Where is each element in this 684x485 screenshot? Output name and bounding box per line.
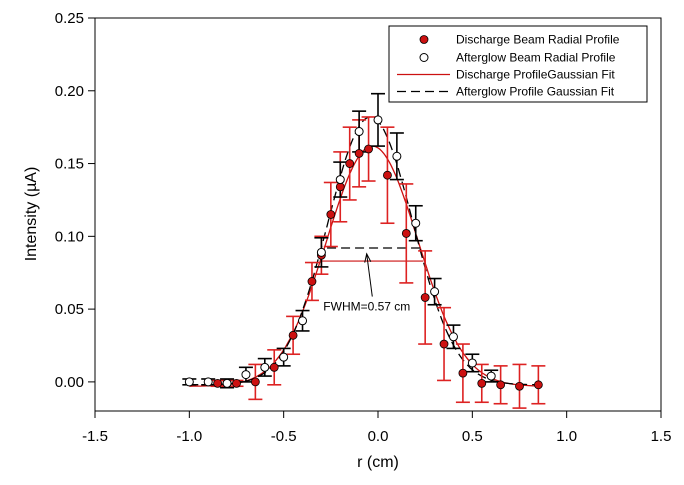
discharge-point xyxy=(269,362,279,372)
legend-label-discharge: Discharge Beam Radial Profile xyxy=(456,33,620,47)
annotation-arrow-shaft xyxy=(366,253,373,297)
afterglow-point xyxy=(467,358,477,368)
x-tick-label: 1.5 xyxy=(651,428,672,445)
fwhm-annotation-label: FWHM=0.57 cm xyxy=(323,300,410,314)
annotations: FWHM=0.57 cm xyxy=(323,252,410,314)
legend: Discharge Beam Radial Profile Afterglow … xyxy=(388,25,648,103)
afterglow-point xyxy=(222,378,232,388)
data-points xyxy=(184,115,543,391)
y-tick-label: 0.10 xyxy=(55,228,84,245)
afterglow-point xyxy=(392,151,402,161)
afterglow-point xyxy=(354,127,364,137)
legend-label-discharge-fit: Discharge ProfileGaussian Fit xyxy=(456,68,615,82)
discharge-point xyxy=(439,339,449,349)
x-tick-label: -1.5 xyxy=(82,428,108,445)
discharge-point xyxy=(345,159,355,168)
discharge-point xyxy=(458,368,468,378)
x-tick-label: -1.0 xyxy=(176,428,202,445)
x-tick-label: 1.0 xyxy=(556,428,577,445)
x-tick-label: -0.5 xyxy=(271,428,297,445)
afterglow-point xyxy=(203,377,213,387)
discharge-point xyxy=(232,378,241,388)
afterglow-point xyxy=(411,218,421,228)
discharge-point xyxy=(364,144,373,154)
discharge-point xyxy=(250,377,260,387)
afterglow-point xyxy=(279,352,289,362)
legend-marker-afterglow xyxy=(419,53,429,62)
discharge-point xyxy=(213,378,223,388)
discharge-point xyxy=(326,210,336,219)
legend-label-afterglow: Afterglow Beam Radial Profile xyxy=(456,51,616,65)
legend-label-afterglow-fit: Afterglow Profile Gaussian Fit xyxy=(456,85,615,99)
afterglow-point xyxy=(430,287,440,297)
afterglow-point xyxy=(241,370,251,380)
legend-marker-discharge xyxy=(419,35,429,44)
y-tick-label: 0.00 xyxy=(55,374,84,391)
y-tick-label: 0.20 xyxy=(55,83,84,100)
afterglow-point xyxy=(373,115,383,125)
discharge-point xyxy=(288,330,298,340)
discharge-point xyxy=(383,170,392,180)
y-axis-title: Intensity (µA) xyxy=(23,167,40,262)
discharge-point xyxy=(420,293,430,302)
x-tick-label: 0.0 xyxy=(368,428,389,445)
legend-box xyxy=(388,25,648,103)
discharge-point xyxy=(533,380,543,390)
discharge-point xyxy=(515,381,524,391)
x-tick-label: 0.5 xyxy=(462,428,483,445)
discharge-point xyxy=(477,378,487,388)
axis-ticks: -1.5 -1.0 -0.5 0.0 0.5 1.0 1.5 0.00 0.05 0.10 0.15… xyxy=(55,10,672,445)
y-tick-label: 0.05 xyxy=(55,301,84,318)
y-tick-label: 0.25 xyxy=(55,10,84,27)
discharge-point xyxy=(496,380,506,390)
discharge-point xyxy=(307,277,317,286)
afterglow-point xyxy=(335,175,345,185)
afterglow-point xyxy=(448,332,458,342)
discharge-point xyxy=(401,229,411,238)
afterglow-point xyxy=(260,362,270,372)
afterglow-point xyxy=(184,377,194,387)
afterglow-point xyxy=(298,316,308,326)
afterglow-point xyxy=(316,247,326,257)
afterglow-point xyxy=(486,371,496,381)
x-axis-title: r (cm) xyxy=(357,454,399,471)
annotation-arrow-head xyxy=(364,252,372,263)
discharge-point xyxy=(354,148,364,158)
y-tick-label: 0.15 xyxy=(55,156,84,173)
